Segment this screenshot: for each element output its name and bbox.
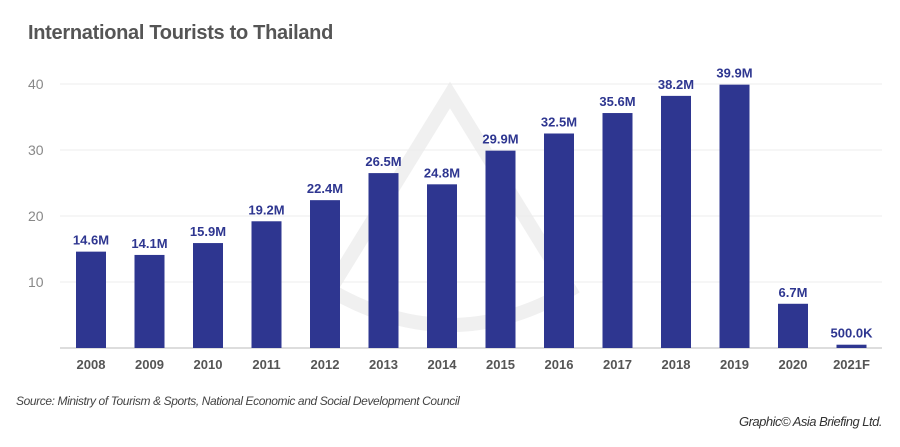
x-tick-label: 2015 [486,357,515,372]
x-tick-label: 2018 [662,357,691,372]
x-tick-label: 2017 [603,357,632,372]
chart-title: International Tourists to Thailand [28,22,333,44]
y-tick-label: 30 [28,142,44,158]
bar-2018 [661,95,691,348]
bar-2009 [134,254,165,348]
bar-2019 [719,84,750,348]
data-label: 24.8M [424,165,460,180]
x-tick-label: 2013 [369,357,398,372]
data-label: 26.5M [365,154,401,169]
x-tick-label: 2019 [720,357,749,372]
data-label: 15.9M [190,224,226,239]
x-tick-label: 2012 [311,357,340,372]
y-tick-label: 20 [28,208,44,224]
bar-2021F [836,344,867,348]
y-tick-label: 10 [28,274,44,290]
data-label: 6.7M [779,285,808,300]
data-label: 35.6M [599,94,635,109]
bar-2014 [427,184,457,348]
bar-2020 [778,303,808,348]
bar-2011 [251,221,282,348]
y-tick-label: 40 [28,76,44,92]
x-tick-label: 2010 [194,357,223,372]
x-tick-label: 2020 [779,357,808,372]
data-label: 500.0K [831,326,874,341]
data-label: 14.6M [73,233,109,248]
x-tick-label: 2021F [833,357,870,372]
data-label: 22.4M [307,181,343,196]
data-label: 39.9M [716,66,752,81]
data-label: 14.1M [131,236,167,251]
data-label: 19.2M [248,202,284,217]
source-note: Source: Ministry of Tourism & Sports, Na… [16,394,460,408]
data-label: 32.5M [541,115,577,130]
x-tick-label: 2016 [545,357,574,372]
x-tick-label: 2014 [428,357,458,372]
bar-2013 [368,173,399,348]
credit-note: Graphic© Asia Briefing Ltd. [738,414,883,429]
bar-2012 [310,200,340,348]
bar-2017 [602,113,633,348]
data-label: 38.2M [658,77,694,92]
bar-2010 [193,243,223,348]
x-tick-label: 2009 [135,357,164,372]
bar-2016 [544,133,574,348]
bar-2008 [76,251,106,348]
x-tick-label: 2011 [252,357,280,372]
x-tick-label: 2008 [77,357,106,372]
bar-2015 [485,150,516,348]
data-label: 29.9M [482,132,518,147]
